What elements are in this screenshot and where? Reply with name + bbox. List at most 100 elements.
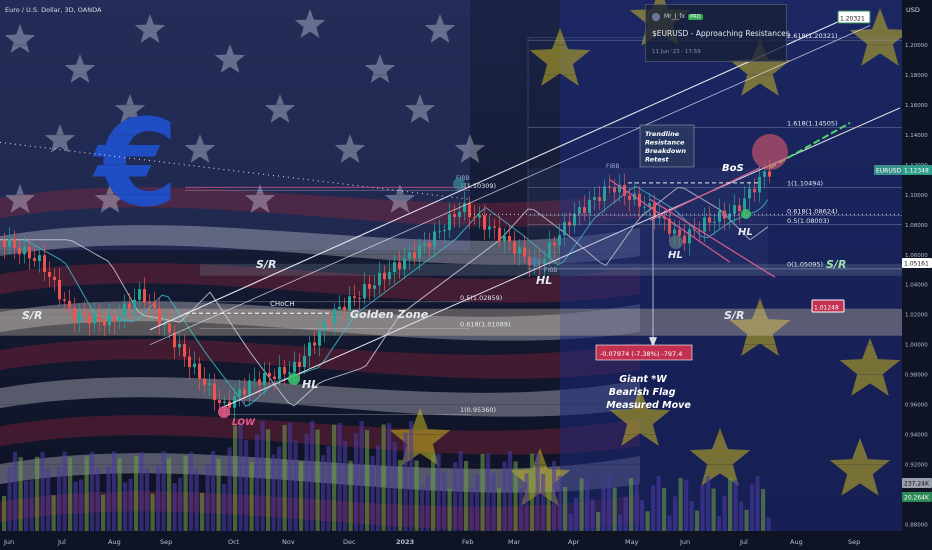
time-tick-label: Aug [108, 538, 121, 546]
flag-note-line: Bearish Flag [609, 387, 676, 398]
volume-bar [167, 458, 172, 531]
candle-body [453, 214, 456, 217]
price-tick-label: 1.18000 [905, 73, 928, 79]
candle-body [738, 205, 741, 212]
volume-bar [513, 461, 518, 531]
candle-body [323, 321, 326, 332]
volume-bar [145, 468, 150, 531]
flag-line-upper [609, 179, 731, 263]
candle-body [248, 380, 251, 395]
volume-bar [222, 483, 227, 531]
volume-chip-a: 237.24K [904, 481, 930, 488]
volume-bar [348, 460, 353, 531]
eu-star [529, 28, 591, 86]
candle-body [398, 262, 401, 270]
fib-level-label: 0(1.05095) [787, 260, 823, 268]
candle-body [13, 239, 16, 248]
eu-star [849, 8, 911, 66]
measure-arrowhead [649, 337, 657, 348]
volume-bar [233, 425, 238, 531]
time-tick-label: 2023 [396, 538, 414, 546]
candle-body [103, 320, 106, 326]
candle-body [178, 344, 181, 348]
candle-body [418, 245, 421, 259]
sr-price-chip: 1.05161 [904, 261, 929, 268]
volume-bar [117, 457, 122, 531]
idea-author[interactable]: Mr_J_fx PRO [664, 13, 703, 20]
candle-body [508, 236, 511, 242]
candle-body [693, 229, 696, 231]
volume-bar [150, 493, 155, 531]
volume-bar [57, 466, 62, 531]
candle-body [198, 363, 201, 379]
fibb-label-2: FIBB [606, 163, 619, 170]
candle-body [593, 197, 596, 200]
volume-bar [332, 424, 337, 531]
candle-body [433, 231, 436, 247]
eu-star [509, 448, 571, 506]
candle-body [8, 239, 11, 248]
candle-body [333, 309, 336, 324]
price-tick-label: 1.00000 [905, 343, 928, 349]
candle-body [423, 243, 426, 246]
candle-body [733, 205, 736, 214]
fib-level-label: 1(1.10494) [787, 179, 823, 187]
volume-bar [733, 479, 738, 531]
candle-body [603, 186, 606, 202]
fib-left-label: 1(0.95360) [460, 406, 496, 414]
volume-bar [403, 432, 408, 531]
time-tick-label: Dec [343, 538, 356, 546]
volume-bar [134, 456, 139, 531]
volume-bar [277, 446, 282, 531]
flag-stripe [0, 263, 640, 303]
current-price-chip-box [902, 165, 932, 175]
candle-body [273, 376, 276, 380]
candle-body [108, 315, 111, 326]
candle-body [263, 372, 266, 386]
candle-body [718, 210, 721, 222]
price-tick-label: 0.94000 [905, 433, 928, 439]
volume-bar [112, 451, 117, 531]
pro-badge: PRO [688, 14, 703, 20]
volume-bar [304, 433, 309, 531]
price-tick-label: 1.16000 [905, 103, 928, 109]
candle-body [3, 239, 6, 248]
candle-body [643, 206, 646, 208]
trend-channel-upper [149, 11, 861, 331]
candle-body [193, 363, 196, 368]
candle-body [753, 188, 756, 193]
retest-note-line: Retest [645, 156, 669, 164]
volume-bar [420, 486, 425, 531]
candle-body [38, 255, 41, 261]
candle-body [458, 211, 461, 217]
us-star [114, 94, 146, 123]
idea-date: 11 Jun '23 · 17:59 [652, 49, 701, 55]
volume-bar [13, 451, 18, 531]
candle-body [688, 229, 691, 244]
volume-bar [387, 423, 392, 531]
volume-bar [90, 451, 95, 531]
choch-label: CHoCH [270, 300, 295, 308]
volume-bar [194, 469, 199, 531]
volume-bar [574, 497, 579, 531]
candle-body [698, 230, 701, 232]
fib-left-label: 0.618(1.01089) [460, 320, 511, 328]
volume-bar [634, 479, 639, 531]
volume-bar [183, 455, 188, 531]
candle-body [268, 372, 271, 377]
volume-bar [156, 465, 161, 531]
volume-bar [249, 462, 254, 531]
volume-bar [530, 453, 535, 531]
candle-body [143, 289, 146, 303]
time-tick-label: May [625, 538, 639, 546]
candle-body [128, 303, 131, 309]
volume-bar [40, 451, 45, 531]
eu-star [839, 338, 901, 396]
volume-bar [739, 501, 744, 531]
volume-bar [662, 488, 667, 531]
idea-card[interactable]: Mr_J_fx PRO $EURUSD - Approaching Resista… [645, 4, 790, 62]
volume-bar [178, 478, 183, 531]
us-star [44, 124, 76, 153]
candle-body [283, 366, 286, 374]
